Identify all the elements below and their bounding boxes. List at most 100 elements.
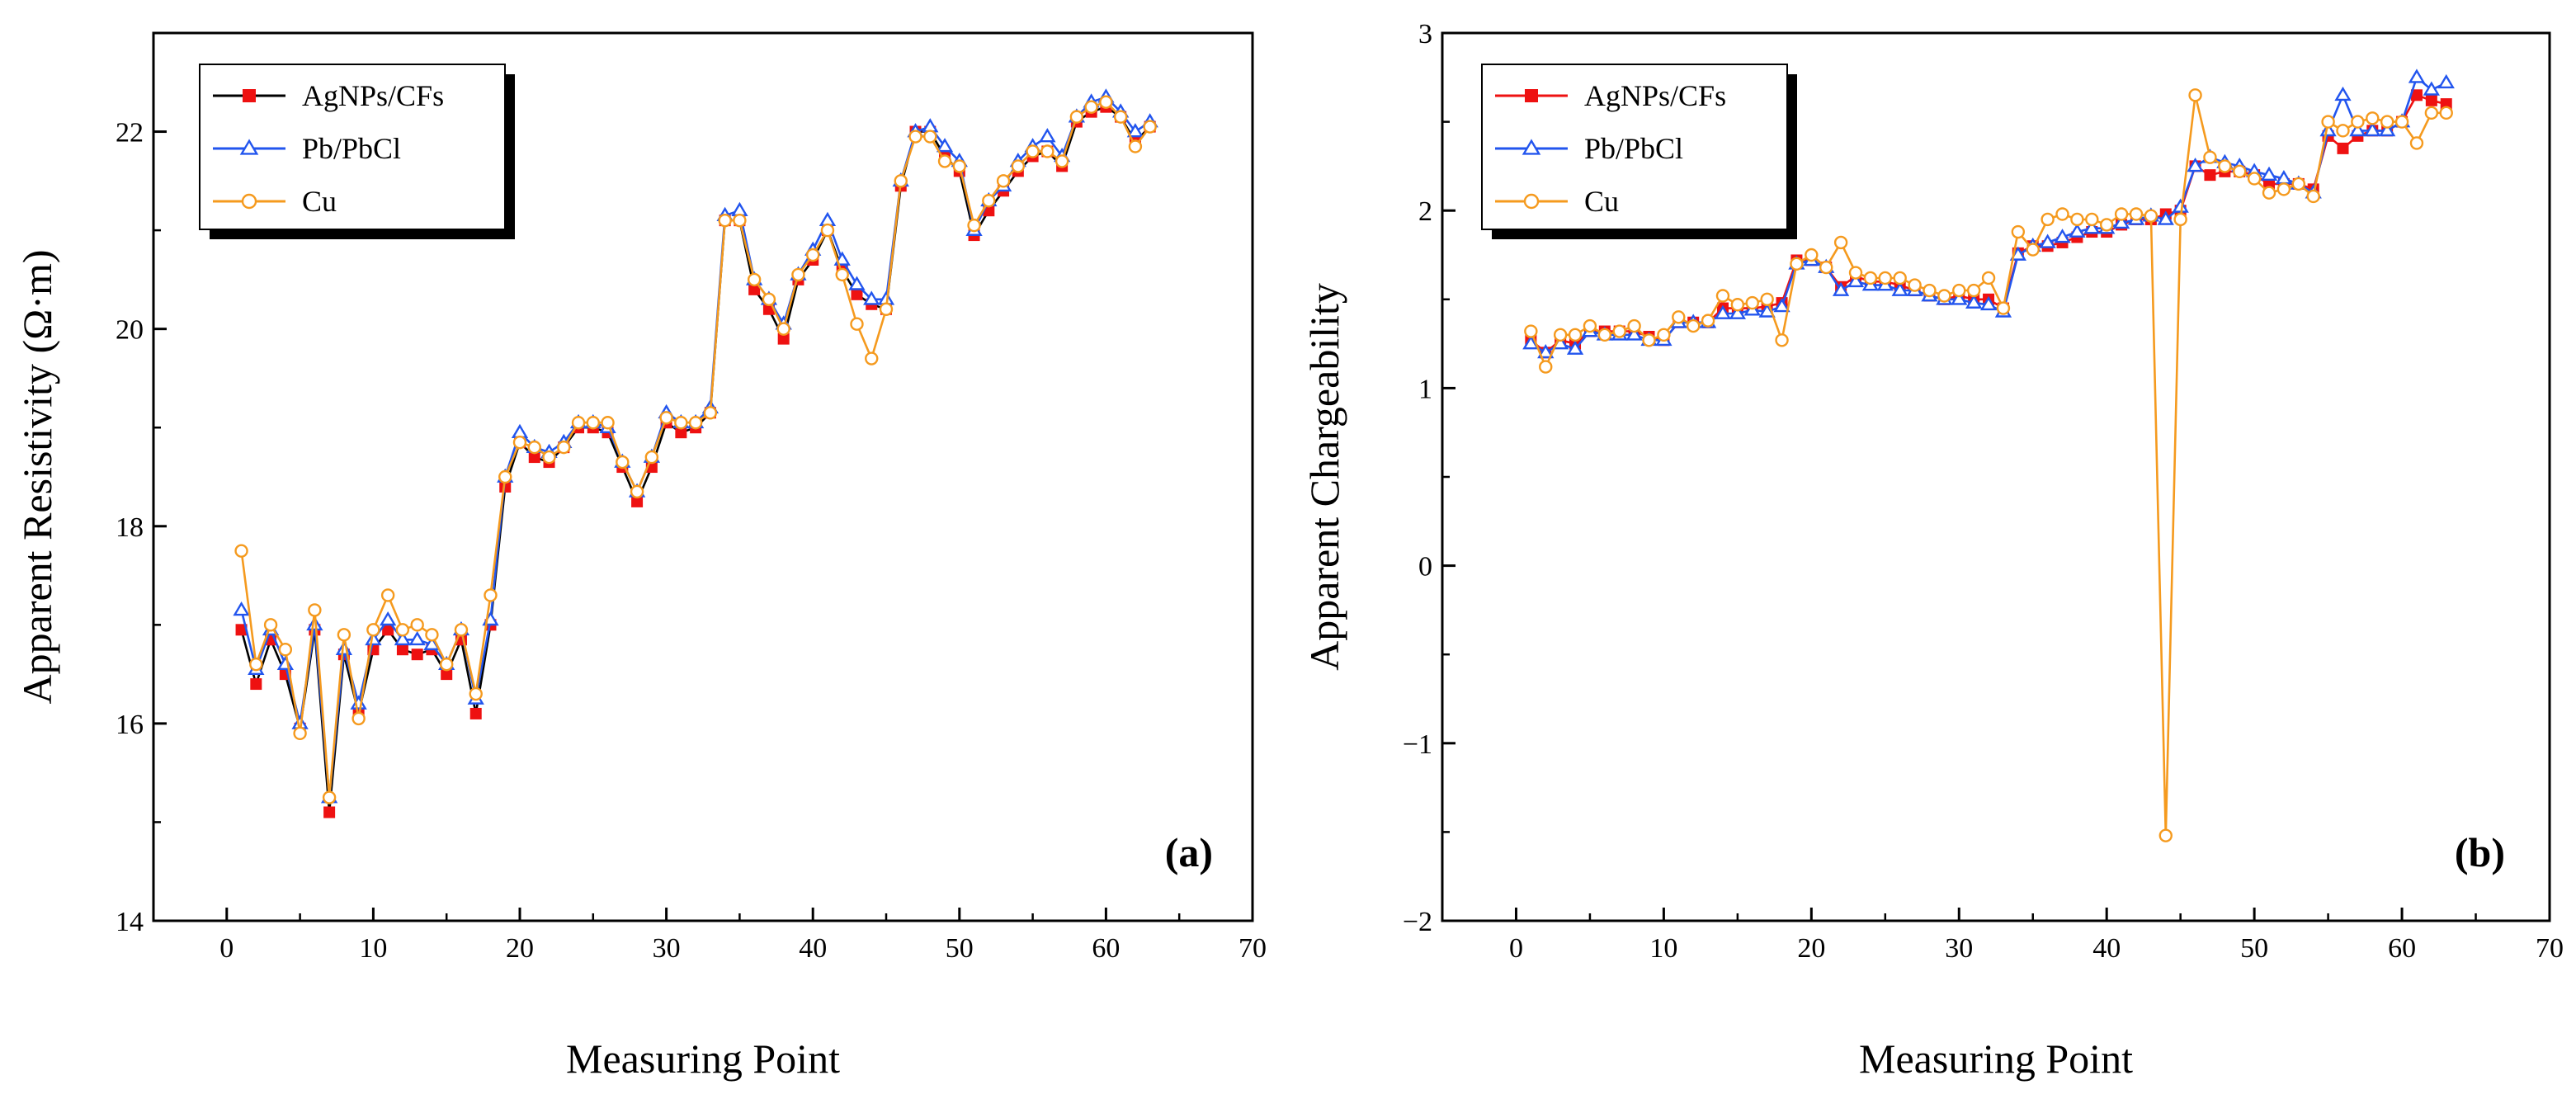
data-point bbox=[380, 588, 395, 602]
data-point bbox=[1714, 304, 1732, 319]
data-point bbox=[2337, 142, 2349, 154]
x-tick-label: 60 bbox=[1092, 933, 1120, 964]
data-point bbox=[1729, 304, 1747, 319]
data-point bbox=[2423, 81, 2441, 96]
data-point bbox=[835, 267, 849, 282]
data-point bbox=[1537, 343, 1555, 359]
data-point bbox=[234, 544, 248, 558]
data-point bbox=[718, 213, 732, 228]
legend-marker bbox=[1525, 89, 1538, 102]
data-point bbox=[630, 484, 644, 499]
data-point bbox=[1642, 333, 1656, 347]
data-point bbox=[1522, 335, 1540, 350]
data-point bbox=[1672, 310, 1686, 324]
data-point bbox=[1805, 248, 1819, 262]
data-point bbox=[1893, 271, 1907, 285]
data-point bbox=[382, 624, 394, 636]
data-point bbox=[2203, 150, 2217, 164]
data-point bbox=[1039, 128, 1056, 143]
data-point bbox=[410, 618, 424, 632]
data-point bbox=[1625, 326, 1643, 341]
data-point bbox=[365, 630, 382, 646]
data-point bbox=[659, 411, 673, 425]
data-point bbox=[249, 657, 263, 672]
x-tick-label: 10 bbox=[1649, 933, 1677, 964]
y-axis-title: Apparent Chargeability bbox=[1301, 283, 1347, 671]
data-point bbox=[936, 138, 954, 153]
data-point bbox=[2334, 86, 2352, 101]
data-point bbox=[747, 272, 762, 287]
data-point bbox=[1597, 328, 1612, 342]
data-point bbox=[250, 678, 262, 691]
data-point bbox=[278, 643, 293, 657]
data-point bbox=[1113, 110, 1128, 124]
data-point bbox=[1099, 95, 1113, 109]
data-point bbox=[571, 416, 586, 430]
data-point bbox=[1568, 328, 1583, 342]
data-point bbox=[306, 616, 323, 631]
legend-label: Pb/PbCl bbox=[302, 132, 401, 165]
plot-frame bbox=[152, 31, 1254, 922]
legend: AgNPs/CFs Pb/PbCl Cu bbox=[199, 64, 515, 239]
data-point bbox=[1054, 154, 1069, 168]
data-point bbox=[1937, 289, 1951, 303]
data-point bbox=[1553, 328, 1568, 342]
data-point bbox=[2083, 219, 2101, 234]
y-tick-label: 3 bbox=[1418, 19, 1432, 50]
data-point bbox=[1923, 283, 1937, 298]
data-point bbox=[879, 302, 894, 316]
data-point bbox=[528, 451, 540, 464]
data-point bbox=[1011, 159, 1026, 173]
data-point bbox=[366, 623, 380, 637]
legend-label: Cu bbox=[1584, 185, 1619, 218]
data-point bbox=[1069, 110, 1084, 124]
data-point bbox=[1847, 272, 1865, 288]
data-point bbox=[2260, 166, 2278, 181]
legend-label: Pb/PbCl bbox=[1584, 132, 1683, 165]
data-point bbox=[982, 194, 996, 208]
data-point bbox=[469, 707, 482, 719]
data-point bbox=[2158, 828, 2173, 842]
data-point bbox=[2173, 212, 2187, 227]
data-point bbox=[308, 603, 322, 617]
data-point bbox=[1878, 271, 1893, 285]
data-point bbox=[1966, 283, 1981, 298]
panel-b-chargeability-chart: 0 10 20 30 40 50 60 70 −2 −1 0 1 2 3 Measuring Point Ap… bbox=[1301, 19, 2564, 1082]
data-point bbox=[2425, 94, 2437, 106]
data-point bbox=[1996, 301, 2011, 315]
data-point bbox=[1627, 318, 1641, 333]
panel-a-resistivity-chart: 0 10 20 30 40 50 60 70 14 16 18 20 22 Measuring Point… bbox=[14, 31, 1267, 1082]
series-Cu bbox=[1524, 88, 2453, 842]
data-point bbox=[2188, 88, 2202, 102]
data-point bbox=[733, 213, 747, 228]
data-point bbox=[967, 218, 981, 233]
y-axis-title: Apparent Resistivity (Ω·m) bbox=[14, 250, 60, 705]
data-point bbox=[2041, 212, 2055, 227]
x-tick-label: 30 bbox=[1945, 933, 1973, 964]
data-point bbox=[1833, 235, 1848, 250]
data-point bbox=[908, 130, 922, 144]
data-point bbox=[748, 283, 761, 295]
x-tick-label: 70 bbox=[1238, 933, 1267, 964]
data-point bbox=[408, 630, 426, 646]
data-point bbox=[851, 288, 863, 300]
data-point bbox=[820, 223, 835, 238]
data-point bbox=[1612, 324, 1626, 338]
data-point bbox=[2276, 182, 2291, 196]
data-point bbox=[2055, 207, 2069, 221]
data-point bbox=[394, 630, 412, 646]
data-point bbox=[2112, 214, 2130, 229]
data-point bbox=[233, 601, 250, 616]
y-tick-label: 14 bbox=[116, 907, 144, 937]
data-point bbox=[1128, 139, 1143, 153]
x-tick-label: 30 bbox=[653, 933, 681, 964]
y-tick-label: 1 bbox=[1418, 374, 1432, 404]
data-point bbox=[411, 649, 423, 661]
data-point bbox=[1760, 292, 1774, 306]
x-axis-title: Measuring Point bbox=[1859, 1035, 2133, 1082]
y-tick-label: 22 bbox=[116, 118, 144, 149]
data-point bbox=[703, 406, 718, 420]
data-point bbox=[2054, 229, 2071, 243]
data-point bbox=[2262, 186, 2276, 200]
legend: AgNPs/CFs Pb/PbCl Cu bbox=[1481, 64, 1797, 239]
